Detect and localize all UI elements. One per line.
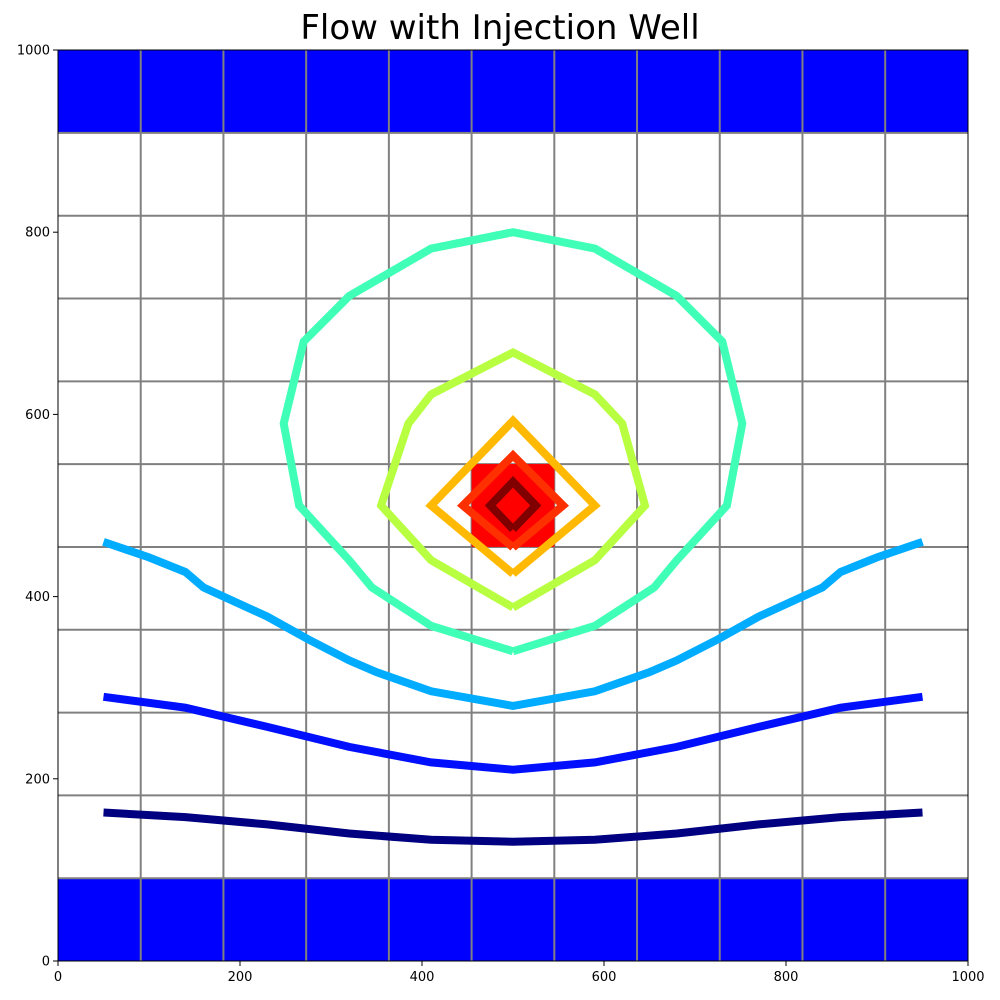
x-tick-label: 800 [774,970,799,985]
series-line-5 [376,348,650,611]
y-tick-label: 200 [25,772,50,787]
y-tick-label: 0 [42,955,50,970]
x-tick-label: 200 [228,970,253,985]
y-tick-label: 400 [25,590,50,605]
bottom-boundary-band [58,878,968,961]
x-tick-label: 600 [592,970,617,985]
series-line-8 [484,476,542,532]
series-line-2 [102,692,924,774]
series-line-7 [456,449,570,551]
series-line-1 [103,808,923,846]
series-line-6 [425,415,601,577]
series-line-3 [102,538,924,710]
series-line-4 [279,228,747,656]
top-boundary-band [58,50,968,133]
y-tick-label: 600 [25,408,50,423]
x-tick-label: 0 [54,970,62,985]
y-tick-label: 800 [25,226,50,241]
chart-title: Flow with Injection Well [300,8,700,48]
x-tick-label: 400 [410,970,435,985]
y-tick-label: 1000 [17,44,50,59]
axes-frame [57,49,969,962]
x-tick-label: 1000 [951,970,984,985]
